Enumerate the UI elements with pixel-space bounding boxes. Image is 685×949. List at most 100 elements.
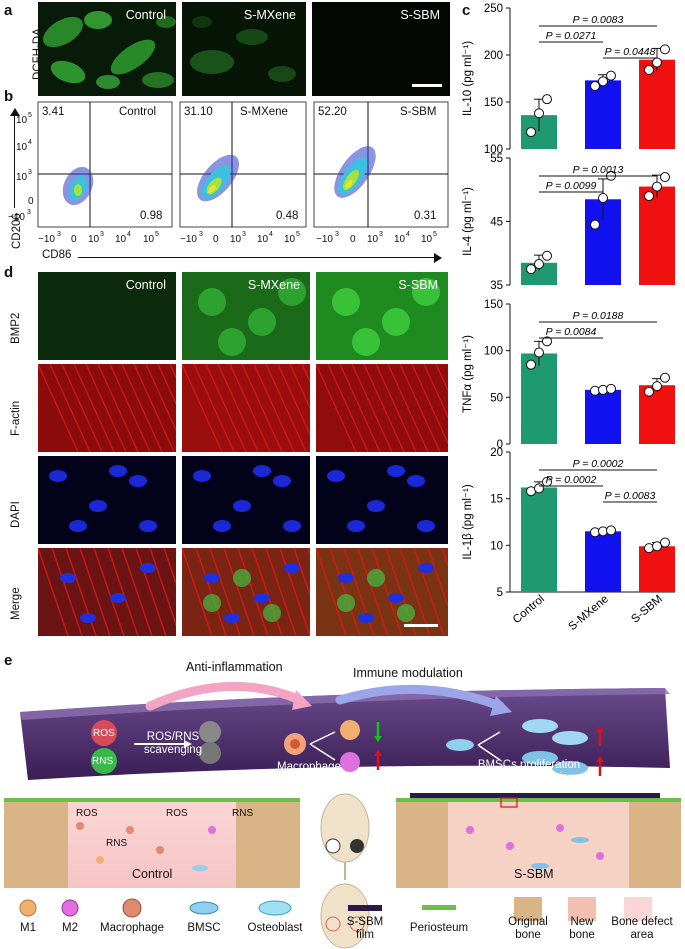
- skull-bottom-icon: [320, 883, 370, 949]
- dcfh-smxene-label: S-MXene: [243, 8, 296, 22]
- legend-icons: [19, 897, 652, 921]
- rns-burst: [91, 748, 117, 774]
- svg-text:3: 3: [335, 231, 339, 238]
- svg-text:−10: −10: [38, 234, 55, 245]
- legend-defect: Bone defect area: [611, 916, 673, 941]
- c1-pvalue-0: P = 0.0099: [546, 180, 597, 192]
- ros-neutralized: [199, 721, 221, 743]
- anti-inflammation-label: Anti-inflammation: [186, 660, 283, 674]
- ros-label: ROS: [93, 728, 115, 739]
- panel-d-dapi-s-mxene-image: [182, 456, 310, 544]
- legend-original-bone: Original bone: [508, 916, 548, 941]
- svg-text:5: 5: [28, 112, 32, 119]
- c3-bar-1: [585, 531, 621, 592]
- svg-text:5: 5: [296, 231, 300, 238]
- c2-point-0-1: [534, 347, 544, 358]
- flow-plot-smxene: [179, 101, 307, 228]
- legend-film: S-SBM film: [346, 916, 384, 941]
- panel-d-label: d: [4, 264, 14, 281]
- ssbm-diagram-label: S-SBM: [514, 867, 554, 881]
- c0-point-0-1: [534, 108, 544, 119]
- c1-point-2-1: [652, 181, 662, 192]
- c0-ylabel: IL-10 (pg ml⁻¹): [462, 41, 474, 116]
- rns-bottom-label: RNS: [232, 808, 254, 819]
- panel-a-label: a: [4, 2, 13, 19]
- panel-d-f-actin-s-sbm-image: [316, 364, 448, 452]
- c3-point-1-2: [606, 525, 616, 536]
- dcfh-ssbm-image: S-SBM: [312, 2, 450, 96]
- c2-ylabel: TNFα (pg ml⁻¹): [462, 335, 474, 413]
- svg-text:10: 10: [421, 234, 433, 245]
- svg-text:10: 10: [230, 234, 242, 245]
- flow-cytometry-plots: 10 5 10 4 10 3 0 −10 3 −10 3 0 10 3 10 4: [8, 101, 449, 245]
- panel-c-label: c: [462, 2, 471, 19]
- ssbm-lr-value: 0.31: [414, 210, 437, 222]
- c2-bar-1: [585, 389, 621, 444]
- c2-bar-0: [521, 353, 557, 444]
- c0-point-0-0: [526, 127, 536, 138]
- dcfh-smxene-image: S-MXene: [182, 2, 306, 96]
- ytick-1e3: 10: [16, 172, 28, 183]
- c2-pvalue-1: P = 0.0188: [573, 310, 624, 322]
- svg-text:10: 10: [143, 234, 155, 245]
- svg-text:3: 3: [242, 231, 246, 238]
- c2-ytick-label: 100: [484, 346, 503, 358]
- svg-text:0: 0: [350, 234, 356, 245]
- cd86-arrow: [78, 257, 436, 258]
- flow-plot-control: [37, 101, 173, 228]
- c-category-label-2: S-SBM: [629, 593, 665, 626]
- ytick-1e4: 10: [16, 142, 28, 153]
- immune-modulation-label: Immune modulation: [353, 666, 463, 680]
- panel-d-merge-control-image: [38, 548, 176, 636]
- macrophage-polarization-label: Macrophage polarization: [277, 761, 341, 786]
- c3-point-2-2: [660, 537, 670, 548]
- flow-plot-ssbm: [313, 101, 449, 228]
- c1-pvalue-1: P = 0.0013: [573, 164, 624, 176]
- legend-new-bone: New bone: [569, 916, 595, 941]
- dcfh-control-cells: [38, 2, 176, 96]
- c2-point-2-0: [644, 386, 654, 397]
- c3-pvalue-2: P = 0.0002: [573, 458, 624, 470]
- c3-ytick-label: 10: [490, 540, 503, 552]
- panel-d-row-label-bmp2: BMP2: [10, 312, 22, 344]
- c1-ytick-label: 35: [490, 280, 503, 292]
- svg-text:3: 3: [27, 209, 31, 216]
- skull-icon: [320, 793, 370, 863]
- svg-text:4: 4: [127, 231, 131, 238]
- panel-d-f-actin-s-mxene-image: [182, 364, 310, 452]
- panel-d-column-label-s-sbm: S-SBM: [398, 278, 438, 292]
- rns-neutralized: [199, 742, 221, 764]
- svg-text:5: 5: [155, 231, 159, 238]
- svg-text:3: 3: [379, 231, 383, 238]
- c1-point-2-0: [644, 191, 654, 202]
- smxene-name: S-MXene: [240, 106, 288, 118]
- ssbm-name: S-SBM: [400, 106, 437, 118]
- legend-macrophage: Macrophage: [100, 922, 164, 934]
- ssbm-ul-value: 52.20: [318, 106, 347, 118]
- ytick-1e5: 10: [16, 115, 28, 126]
- control-lr-value: 0.98: [140, 210, 163, 222]
- svg-text:10: 10: [257, 234, 269, 245]
- scale-bar: [412, 84, 442, 87]
- dcfh-control-image: Control: [38, 2, 176, 96]
- anti-inflammation-arrow: [145, 681, 305, 711]
- c0-ytick-label: 100: [484, 144, 503, 156]
- cd86-arrowhead: [434, 253, 442, 263]
- c1-point-2-2: [660, 172, 670, 183]
- c0-ytick-label: 200: [484, 50, 503, 62]
- c1-point-0-1: [534, 259, 544, 270]
- scale-bar: [404, 624, 438, 627]
- cd206-arrowhead: [10, 108, 20, 116]
- panel-d-bmp2-s-sbm-image: S-SBM: [316, 272, 448, 360]
- legend-m2: M2: [62, 922, 78, 934]
- svg-text:4: 4: [269, 231, 273, 238]
- dcfh-control-label: Control: [125, 8, 166, 22]
- panel-d-column-label-s-mxene: S-MXene: [247, 278, 300, 292]
- dcfh-ssbm-label: S-SBM: [400, 8, 440, 22]
- film-band-top: [20, 688, 670, 720]
- ros-bottom-label: ROS: [76, 808, 98, 819]
- c0-point-1-0: [590, 81, 600, 92]
- c0-point-0-2: [542, 94, 552, 105]
- legend-osteoblast: Osteoblast: [247, 922, 303, 934]
- svg-text:0: 0: [71, 234, 77, 245]
